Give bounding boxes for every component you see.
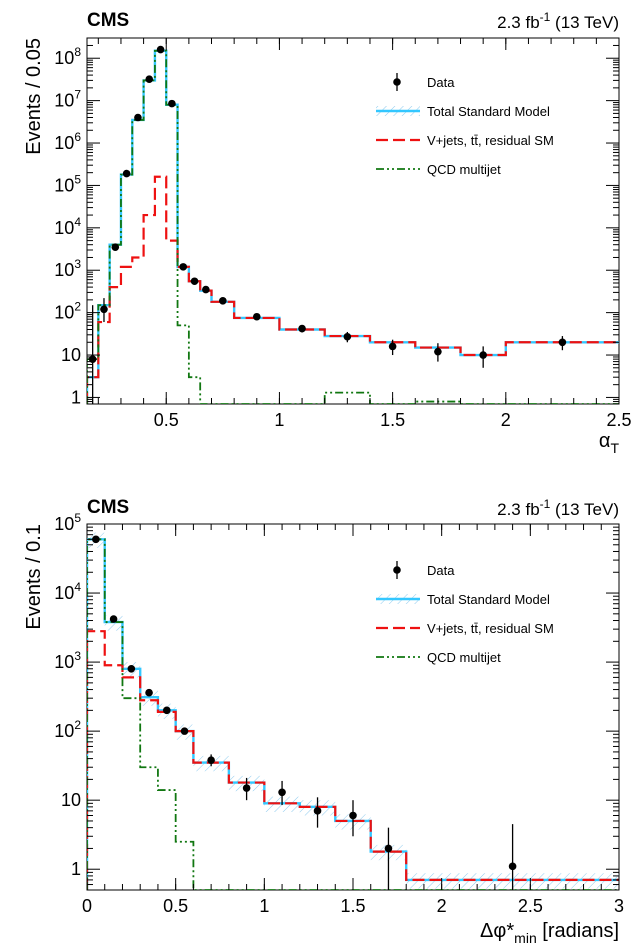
- legend-data-marker: [393, 566, 401, 574]
- x-tick-label: 3: [614, 896, 624, 916]
- y-tick-label: 106: [54, 130, 81, 153]
- x-tick-label: 2.5: [606, 410, 631, 430]
- legend-item: V+jets, tt̄, residual SM: [376, 621, 554, 636]
- legend-label: V+jets, tt̄, residual SM: [427, 621, 554, 636]
- y-tick-label: 102: [54, 718, 81, 741]
- experiment-label: CMS: [87, 497, 129, 518]
- y-tick-label: 104: [54, 215, 81, 238]
- luminosity-exponent: -1: [540, 497, 551, 511]
- x-tick-label: 0.5: [163, 896, 188, 916]
- legend: Data Total Standard Model V+jets, tt̄, res…: [376, 73, 554, 177]
- y-axis: 1 10 102 103 104 105 106 107 108: [54, 37, 619, 407]
- data-point: [384, 844, 393, 853]
- legend-item: QCD multijet: [376, 162, 501, 177]
- data-point: [479, 351, 487, 359]
- x-axis: 0 0.5 1 1.5 2 2.5 3: [82, 524, 624, 916]
- legend-data-marker: [393, 78, 401, 86]
- data-point: [508, 862, 517, 871]
- x-tick-label: 0: [82, 896, 92, 916]
- data-point: [168, 99, 176, 108]
- alpha-t-panel: CMS 2.3 fb-1 (13 TeV) Events / 0.05 αT 0…: [23, 10, 632, 456]
- x-tick-label: 2: [501, 410, 511, 430]
- legend-item: QCD multijet: [376, 650, 501, 665]
- data-point: [313, 807, 322, 815]
- data-point: [207, 756, 215, 764]
- y-axis: 1 10 102 103 104 105: [54, 511, 619, 891]
- data-point: [434, 347, 442, 356]
- y-tick-label: 10: [61, 790, 81, 810]
- data-point: [111, 243, 120, 251]
- series-qcd: [87, 538, 619, 890]
- y-tick-label: 103: [54, 649, 81, 672]
- legend-item: Data: [393, 561, 455, 579]
- data-point: [388, 342, 397, 351]
- y-tick-label: 102: [54, 300, 81, 323]
- experiment-label: CMS: [87, 10, 129, 31]
- legend-item: V+jets, tt̄, residual SM: [376, 133, 554, 148]
- legend-item: Total Standard Model: [376, 104, 550, 119]
- x-tick-label: 0.5: [154, 410, 179, 430]
- data-point: [190, 277, 199, 286]
- y-tick-label: 1: [71, 387, 81, 407]
- y-tick-label: 107: [54, 88, 81, 111]
- x-tick-label: 1: [259, 896, 269, 916]
- y-tick-label: 1: [71, 859, 81, 879]
- data-point: [278, 788, 286, 797]
- y-tick-label: 108: [54, 45, 81, 68]
- data-point: [343, 332, 352, 341]
- legend-label: QCD multijet: [427, 162, 501, 177]
- data-point: [252, 312, 261, 321]
- data-point: [180, 727, 189, 735]
- legend-label: Total Standard Model: [427, 104, 550, 119]
- legend-item: Data: [393, 73, 455, 91]
- y-tick-label: 104: [54, 580, 81, 603]
- data-point: [145, 688, 153, 697]
- legend: Data Total Standard Model V+jets, tt̄, res…: [376, 561, 554, 665]
- y-axis-label: Events / 0.05: [23, 38, 45, 155]
- legend-label: Total Standard Model: [427, 592, 550, 607]
- data-point: [127, 664, 136, 673]
- legend-label: V+jets, tt̄, residual SM: [427, 133, 554, 148]
- luminosity-label: 2.3 fb-1 (13 TeV): [497, 497, 619, 519]
- delta-phi-panel: CMS 2.3 fb-1 (13 TeV) Events / 0.1 Δφ*mi…: [23, 497, 624, 944]
- data-point: [558, 338, 567, 347]
- y-tick-label: 105: [54, 172, 81, 195]
- data-point: [202, 285, 210, 294]
- luminosity-exponent: -1: [540, 10, 551, 24]
- legend-label: Data: [427, 563, 455, 578]
- luminosity-label: 2.3 fb-1 (13 TeV): [497, 10, 619, 32]
- legend-label: QCD multijet: [427, 650, 501, 665]
- y-tick-label: 105: [54, 511, 81, 534]
- data-point: [145, 75, 154, 84]
- data-point: [100, 305, 108, 314]
- data-point: [134, 113, 142, 122]
- y-tick-label: 10: [61, 345, 81, 365]
- series-vjets-ttbar: [87, 175, 619, 404]
- data-point: [179, 263, 188, 271]
- data-point: [298, 324, 306, 333]
- x-tick-label: 2.5: [518, 896, 543, 916]
- data-point: [163, 706, 171, 715]
- y-axis-label: Events / 0.1: [23, 524, 45, 630]
- data-point: [92, 535, 100, 544]
- data-point: [156, 45, 165, 54]
- legend-item: Total Standard Model: [376, 592, 550, 607]
- x-axis-label: Δφ*min [radians]: [480, 920, 619, 944]
- data-point: [349, 811, 357, 820]
- data-point: [122, 169, 131, 178]
- x-tick-label: 2: [437, 896, 447, 916]
- x-tick-label: 1: [274, 410, 284, 430]
- x-tick-label: 1.5: [340, 896, 365, 916]
- x-axis: 0.5 1 1.5 2 2.5: [97, 38, 632, 430]
- data-point: [109, 615, 118, 623]
- x-tick-label: 1.5: [380, 410, 405, 430]
- y-tick-label: 103: [54, 257, 81, 280]
- data-point: [242, 784, 251, 792]
- legend-label: Data: [427, 75, 455, 90]
- x-axis-label: αT: [599, 430, 620, 456]
- data-point: [219, 297, 227, 305]
